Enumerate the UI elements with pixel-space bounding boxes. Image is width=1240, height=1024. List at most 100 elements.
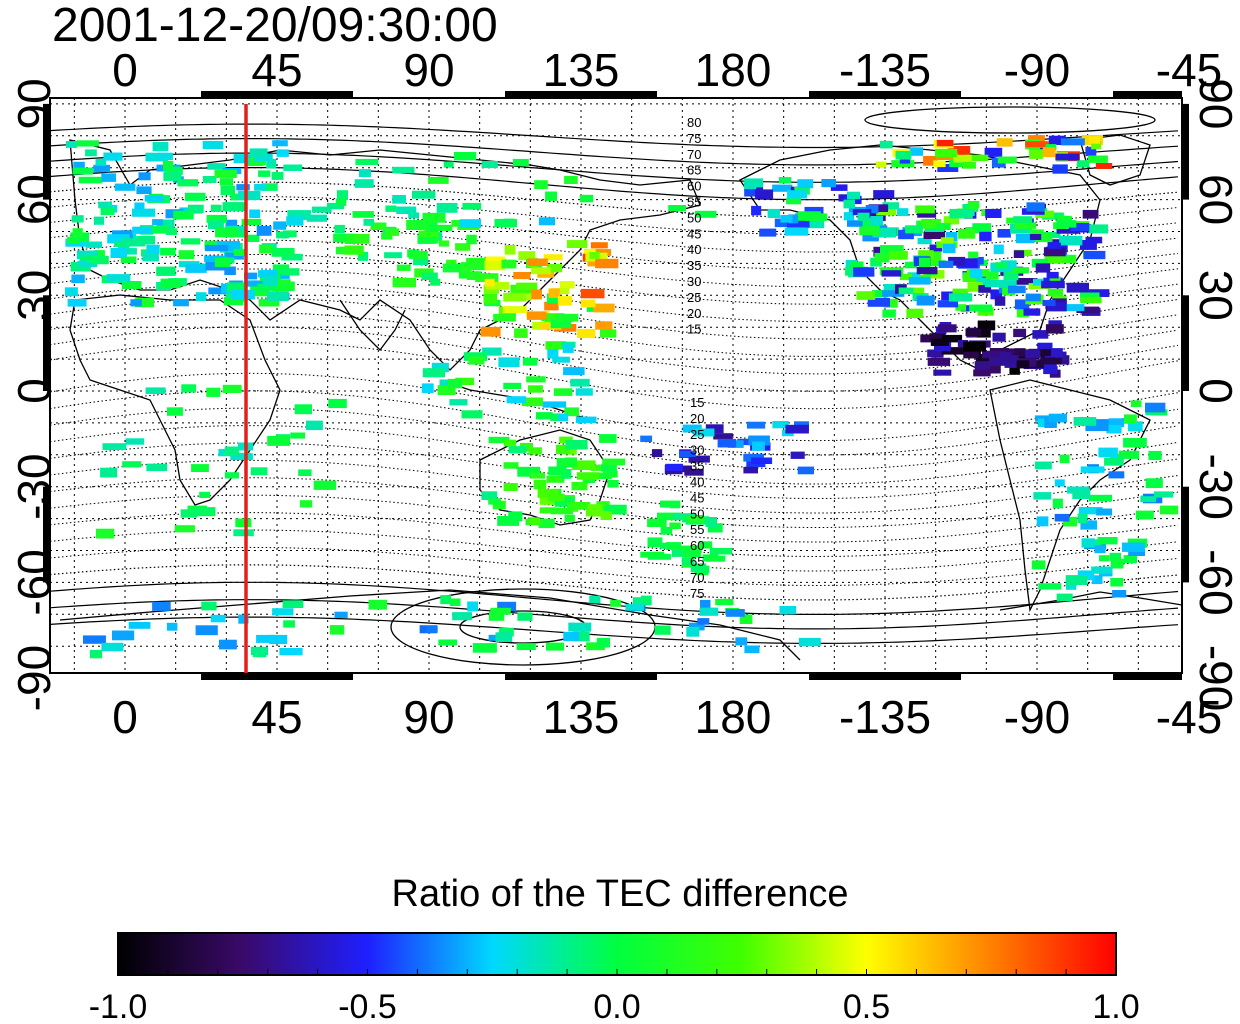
tec-data-pixel — [208, 287, 231, 295]
tec-data-pixel — [1082, 209, 1099, 219]
tec-data-pixel — [873, 190, 895, 199]
contour-line — [50, 459, 1179, 514]
lat-tick-label-right: 30 — [1190, 270, 1240, 321]
tec-data-pixel — [96, 528, 115, 539]
tec-data-pixel — [563, 631, 579, 642]
tec-data-pixel — [744, 645, 760, 654]
tec-data-pixel — [283, 164, 303, 171]
lat-tick-bar — [43, 295, 49, 391]
tec-data-pixel — [785, 424, 809, 434]
tec-data-pixel — [779, 606, 797, 615]
tec-data-pixel — [601, 463, 617, 472]
tec-data-pixel — [805, 219, 825, 229]
tec-data-pixel — [690, 563, 706, 573]
tec-data-pixel — [440, 595, 451, 605]
tec-data-pixel — [942, 334, 963, 343]
tec-data-pixel — [215, 227, 238, 238]
tec-data-pixel — [488, 611, 505, 621]
tec-data-pixel — [1038, 583, 1062, 590]
tec-data-pixel — [353, 233, 370, 244]
tec-data-pixel — [1092, 575, 1103, 585]
tec-data-pixel — [122, 238, 146, 247]
tec-data-pixel — [543, 254, 563, 261]
contour-label-south: 40 — [690, 475, 704, 490]
tec-data-pixel — [503, 292, 526, 302]
tec-data-pixel — [571, 460, 596, 470]
tec-data-pixel — [262, 276, 278, 287]
tec-data-pixel — [534, 180, 548, 190]
tec-data-pixel — [686, 626, 700, 637]
tec-data-pixel — [205, 244, 229, 252]
tec-data-pixel — [151, 226, 170, 234]
tec-data-pixel — [282, 600, 304, 608]
tec-data-pixel — [605, 504, 627, 515]
tec-data-pixel — [472, 643, 497, 653]
tec-data-pixel — [1033, 492, 1052, 500]
tec-data-pixel — [1085, 146, 1097, 157]
tec-data-pixel — [1085, 421, 1109, 432]
tec-data-pixel — [575, 388, 593, 396]
tec-data-pixel — [524, 289, 542, 300]
tec-data-pixel — [298, 469, 312, 476]
tec-data-pixel — [482, 347, 502, 356]
tec-data-pixel — [1080, 296, 1102, 304]
lat-tick-label-right: -30 — [1190, 453, 1240, 519]
tec-data-pixel — [305, 420, 323, 431]
tec-data-pixel — [214, 257, 231, 267]
tec-data-pixel — [1145, 402, 1166, 413]
tec-data-pixel — [152, 219, 163, 226]
tec-data-pixel — [533, 479, 547, 490]
tec-data-pixel — [152, 601, 171, 611]
tec-data-pixel — [1025, 293, 1041, 302]
contour-label-south: 15 — [690, 395, 704, 410]
tec-data-pixel — [547, 349, 559, 359]
tec-data-pixel — [888, 250, 908, 260]
tec-data-pixel — [948, 256, 966, 266]
tec-data-pixel — [1110, 578, 1124, 587]
tec-data-pixel — [438, 639, 458, 646]
tec-data-pixel — [180, 509, 198, 518]
tec-data-pixel — [220, 185, 236, 196]
tec-data-pixel — [1045, 144, 1057, 151]
tec-data-pixel — [1047, 288, 1064, 297]
contour-line — [50, 167, 1179, 201]
tec-data-pixel — [178, 250, 195, 259]
tec-data-pixel — [363, 218, 375, 226]
tec-data-pixel — [986, 272, 999, 280]
tec-data-pixel — [1089, 494, 1113, 502]
tec-data-pixel — [446, 259, 457, 267]
tec-data-pixel — [1127, 421, 1143, 432]
tec-data-pixel — [1060, 138, 1085, 146]
tec-data-pixel — [1078, 507, 1103, 515]
tec-data-pixel — [142, 251, 159, 262]
tec-data-pixel — [207, 220, 224, 230]
tec-data-pixel — [694, 210, 717, 218]
tec-data-pixel — [1031, 560, 1046, 570]
tec-data-pixel — [862, 234, 879, 242]
tec-data-pixel — [1089, 224, 1109, 234]
tec-data-pixel — [919, 257, 931, 268]
lat-tick-label-left: -30 — [8, 453, 60, 519]
tec-data-pixel — [156, 219, 175, 229]
tec-data-pixel — [126, 248, 137, 255]
tec-data-pixel — [484, 278, 495, 287]
coastline-antarctica — [59, 589, 801, 661]
contour-line — [50, 326, 1179, 392]
tec-data-pixel — [573, 631, 590, 642]
tec-data-pixel — [1013, 328, 1027, 338]
tec-data-pixel — [545, 341, 567, 350]
tec-data-pixel — [972, 223, 991, 233]
tec-data-pixel — [461, 410, 483, 419]
contour-label-north: 30 — [687, 274, 701, 289]
tec-data-pixel — [929, 244, 943, 252]
contour-label-south: 75 — [690, 586, 704, 601]
tec-data-pixel — [933, 160, 946, 168]
tec-data-pixel — [257, 283, 276, 291]
tec-data-pixel — [1066, 282, 1089, 293]
tec-data-pixel — [859, 226, 880, 236]
tec-data-pixel — [517, 612, 533, 621]
tec-data-pixel — [218, 639, 237, 650]
tec-data-pixel — [931, 357, 944, 364]
tec-data-pixel — [743, 466, 758, 474]
tec-data-pixel — [933, 369, 952, 376]
